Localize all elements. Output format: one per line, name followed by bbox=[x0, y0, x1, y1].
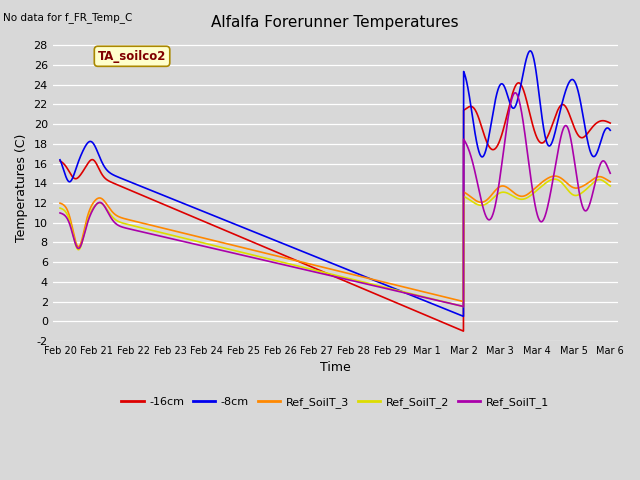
Text: TA_soilco2: TA_soilco2 bbox=[98, 50, 166, 63]
X-axis label: Time: Time bbox=[320, 361, 351, 374]
-8cm bbox=[537, 103, 545, 109]
Ref_SoilT_2 bbox=[56, 205, 64, 211]
-16cm bbox=[606, 120, 614, 126]
-8cm bbox=[152, 189, 159, 195]
-16cm bbox=[515, 80, 522, 86]
Ref_SoilT_2 bbox=[267, 257, 275, 263]
Line: Ref_SoilT_3: Ref_SoilT_3 bbox=[60, 176, 610, 301]
-16cm bbox=[56, 158, 64, 164]
Title: Alfalfa Forerunner Temperatures: Alfalfa Forerunner Temperatures bbox=[211, 15, 459, 30]
Ref_SoilT_3 bbox=[152, 223, 159, 229]
Ref_SoilT_3 bbox=[596, 174, 604, 180]
Ref_SoilT_3 bbox=[56, 200, 64, 206]
Line: -16cm: -16cm bbox=[60, 83, 610, 331]
Ref_SoilT_2 bbox=[152, 228, 159, 234]
Line: Ref_SoilT_1: Ref_SoilT_1 bbox=[60, 93, 610, 307]
Ref_SoilT_2 bbox=[606, 183, 614, 189]
Line: -8cm: -8cm bbox=[60, 51, 610, 316]
-8cm bbox=[119, 176, 127, 182]
Ref_SoilT_1 bbox=[511, 90, 519, 96]
Ref_SoilT_2 bbox=[119, 220, 127, 226]
-8cm bbox=[606, 127, 614, 133]
-8cm bbox=[267, 236, 275, 241]
-8cm bbox=[596, 142, 604, 148]
Ref_SoilT_1 bbox=[152, 232, 159, 238]
Ref_SoilT_1 bbox=[606, 170, 614, 176]
Ref_SoilT_2 bbox=[551, 176, 559, 182]
-8cm bbox=[56, 157, 64, 163]
Ref_SoilT_3 bbox=[267, 252, 275, 257]
Ref_SoilT_2 bbox=[291, 263, 299, 268]
Ref_SoilT_3 bbox=[119, 215, 127, 221]
-16cm bbox=[291, 257, 299, 263]
Ref_SoilT_3 bbox=[536, 180, 544, 186]
Ref_SoilT_1 bbox=[596, 163, 604, 168]
Y-axis label: Temperatures (C): Temperatures (C) bbox=[15, 134, 28, 242]
-8cm bbox=[460, 313, 467, 319]
Text: No data for f_FR_Temp_C: No data for f_FR_Temp_C bbox=[3, 12, 132, 23]
Ref_SoilT_1 bbox=[460, 304, 467, 310]
Ref_SoilT_3 bbox=[291, 257, 299, 263]
Legend: -16cm, -8cm, Ref_SoilT_3, Ref_SoilT_2, Ref_SoilT_1: -16cm, -8cm, Ref_SoilT_3, Ref_SoilT_2, R… bbox=[117, 393, 554, 412]
Ref_SoilT_1 bbox=[56, 210, 64, 216]
-16cm bbox=[460, 328, 467, 334]
Ref_SoilT_1 bbox=[119, 224, 127, 230]
Ref_SoilT_1 bbox=[537, 218, 545, 224]
Ref_SoilT_2 bbox=[536, 184, 544, 190]
-16cm bbox=[267, 247, 275, 252]
-16cm bbox=[119, 184, 127, 190]
Ref_SoilT_2 bbox=[596, 177, 604, 182]
Ref_SoilT_1 bbox=[267, 259, 275, 264]
-16cm bbox=[152, 198, 159, 204]
Ref_SoilT_3 bbox=[460, 299, 467, 304]
-8cm bbox=[526, 48, 534, 54]
Ref_SoilT_2 bbox=[460, 304, 467, 310]
Ref_SoilT_1 bbox=[291, 264, 299, 270]
-16cm bbox=[537, 140, 545, 145]
Ref_SoilT_3 bbox=[551, 173, 559, 179]
-16cm bbox=[596, 119, 604, 124]
Ref_SoilT_3 bbox=[606, 179, 614, 184]
Line: Ref_SoilT_2: Ref_SoilT_2 bbox=[60, 179, 610, 307]
-8cm bbox=[291, 245, 299, 251]
